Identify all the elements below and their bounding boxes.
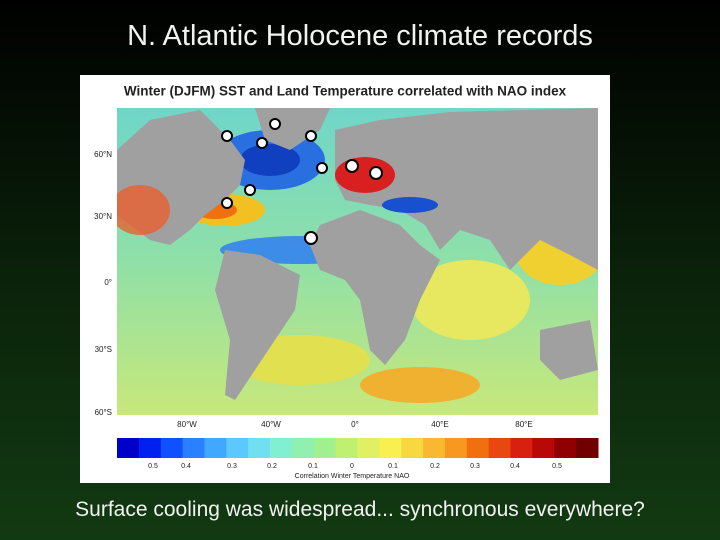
- colorbar-cell: [160, 438, 184, 458]
- longitude-label: 0°: [351, 420, 359, 429]
- colorbar-label: 0.5: [148, 463, 158, 470]
- colorbar-label: 0.2: [267, 463, 277, 470]
- latitude-label: 30°N: [94, 212, 112, 221]
- colorbar-cell: [313, 438, 337, 458]
- colorbar-cell: [335, 438, 358, 458]
- longitude-label: 40°E: [431, 420, 448, 429]
- longitude-label: 40°W: [261, 420, 281, 429]
- colorbar-label: 0.2: [430, 463, 440, 470]
- colorbar-label: 0.4: [510, 463, 520, 470]
- longitude-labels: 80°W 40°W 0° 40°E 80°E: [177, 420, 533, 429]
- colorbar-cell: [182, 438, 205, 458]
- colorbar-cell: [532, 438, 555, 458]
- longitude-label: 80°E: [515, 420, 532, 429]
- latitude-label: 60°S: [95, 408, 112, 417]
- slide-title: N. Atlantic Holocene climate records: [127, 20, 593, 52]
- colorbar-label: 0.3: [470, 463, 480, 470]
- colorbar-cell: [270, 438, 293, 458]
- colorbar-cell: [466, 438, 490, 458]
- colorbar-cell: [423, 438, 446, 458]
- figure: Winter (DJFM) SST and Land Temperature c…: [80, 75, 610, 483]
- figure-title: Winter (DJFM) SST and Land Temperature c…: [124, 84, 567, 99]
- colorbar-cell: [291, 438, 315, 458]
- colorbar-cell: [117, 438, 140, 458]
- colorbar-label: 0: [350, 463, 354, 470]
- colorbar-cell: [226, 438, 249, 458]
- colorbar-cell: [510, 438, 533, 458]
- colorbar-cell: [204, 438, 227, 458]
- colorbar: 0.5 0.4 0.3 0.2 0.1 0 0.1 0.2 0.3 0.4 0.5: [117, 438, 599, 470]
- colorbar-cell: [248, 438, 271, 458]
- colorbar-label: 0.5: [552, 463, 562, 470]
- colorbar-cell: [357, 438, 380, 458]
- colorbar-caption: Correlation Winter Temperature NAO: [295, 473, 410, 480]
- colorbar-cell: [379, 438, 402, 458]
- colorbar-cell: [401, 438, 424, 458]
- colorbar-cell: [488, 438, 512, 458]
- latitude-label: 0°: [104, 278, 112, 287]
- colorbar-cell: [576, 438, 599, 458]
- longitude-label: 80°W: [177, 420, 197, 429]
- colorbar-label: 0.1: [388, 463, 398, 470]
- latitude-label: 30°S: [95, 345, 112, 354]
- slide-caption: Surface cooling was widespread... synchr…: [75, 498, 645, 521]
- latitude-labels: 60°N 30°N 0° 30°S 60°S: [94, 150, 112, 417]
- latitude-label: 60°N: [94, 150, 112, 159]
- colorbar-label: 0.1: [308, 463, 318, 470]
- colorbar-cell: [138, 438, 162, 458]
- colorbar-cell: [444, 438, 468, 458]
- colorbar-label: 0.4: [181, 463, 191, 470]
- colorbar-label: 0.3: [227, 463, 237, 470]
- colorbar-cell: [554, 438, 577, 458]
- map: [117, 108, 598, 415]
